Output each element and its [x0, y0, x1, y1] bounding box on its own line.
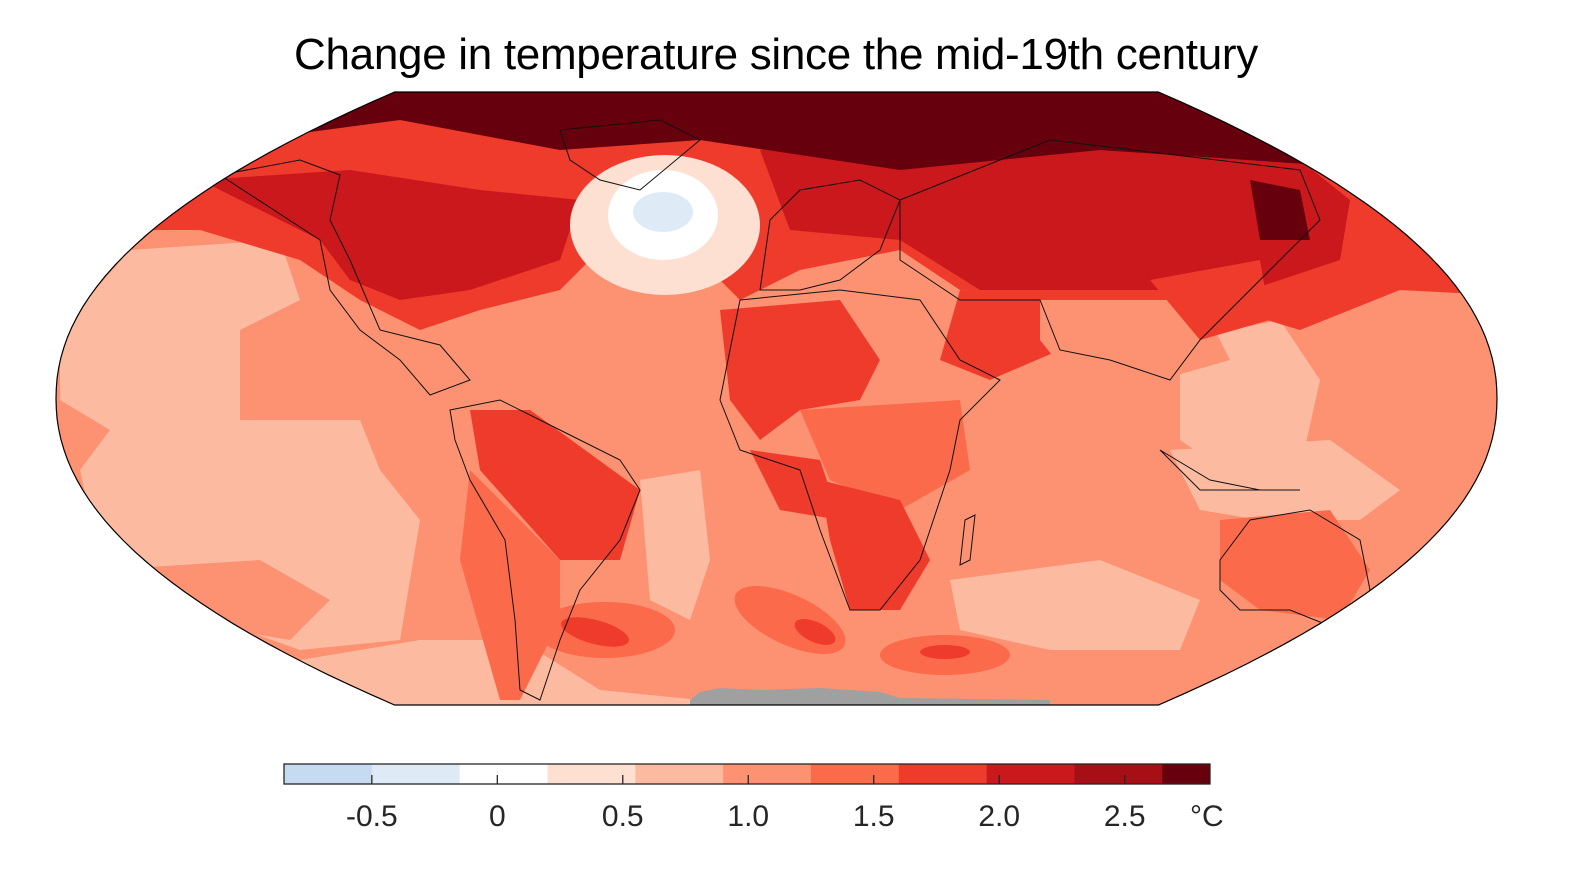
region-north-africa [720, 300, 880, 440]
colorbar-bin [1074, 764, 1163, 784]
colorbar-bin [723, 764, 812, 784]
coast-north-america [218, 159, 471, 396]
region-australia [1220, 510, 1370, 620]
region-south-indian-core [920, 645, 970, 659]
region-warming-hole [633, 192, 693, 232]
coastlines [218, 119, 1441, 701]
colorbar-frame [283, 763, 1211, 785]
colorbar-ticks [371, 775, 1126, 784]
coast-indonesia [1159, 449, 1300, 491]
region-eastern-pacific [60, 240, 420, 650]
map-boundary [55, 91, 1498, 706]
region-n-south-america [470, 410, 640, 560]
region-central-asia [860, 150, 1260, 280]
colorbar-bins [284, 764, 1211, 784]
region-maritime-light [1170, 440, 1400, 520]
colorbar-bin [898, 764, 988, 784]
region-central-africa [800, 400, 970, 510]
coast-madagascar [959, 514, 976, 566]
colorbar-bin [986, 764, 1075, 784]
region-s-south-america [460, 470, 560, 700]
region-canada [200, 170, 580, 300]
region-antarctica-missing [690, 688, 1050, 705]
region-atlantic-tongue [640, 470, 710, 620]
colorbar-tick-label: 2.0 [978, 800, 1020, 833]
colorbar-tick-label: 0.5 [602, 800, 644, 833]
colorbar-bin [810, 764, 900, 784]
colorbar-bin [1162, 764, 1211, 784]
colorbar-bin [547, 764, 636, 784]
region-southern-africa [820, 480, 930, 610]
region-south-asia [1040, 300, 1230, 390]
colorbar-tick-labels: -0.5 0 0.5 1.0 1.5 2.0 2.5 [346, 800, 1146, 833]
region-east-siberia-hot [1250, 180, 1310, 240]
colorbar-tick-label: 2.5 [1104, 800, 1146, 833]
colorbar-tick-label: 0 [489, 800, 506, 833]
region-siberia-top [56, 92, 1497, 180]
colorbar-bin [284, 764, 373, 784]
coast-africa [719, 289, 1001, 611]
region-west-africa-coast [750, 450, 840, 520]
colorbar-tick-label: 1.0 [727, 800, 769, 833]
colorbar-bin [371, 764, 461, 784]
coast-greenland [559, 119, 701, 191]
colorbar-bin [459, 764, 548, 784]
region-south-atlantic-patch2-core [794, 619, 836, 645]
coast-south-america [449, 399, 641, 701]
region-middle-east [940, 290, 1060, 380]
colorbar-bin [635, 764, 724, 784]
region-indian-ocean-south [950, 560, 1200, 650]
colorbar-tick-label: -0.5 [346, 800, 398, 833]
coast-asia [899, 139, 1321, 381]
colorbar-tick-label: 1.5 [853, 800, 895, 833]
colorbar-unit-label: °C [1190, 800, 1224, 833]
region-south-atlantic-core [561, 617, 629, 647]
chart-title: Change in temperature since the mid-19th… [294, 30, 1258, 79]
region-east-asia [1150, 260, 1270, 340]
